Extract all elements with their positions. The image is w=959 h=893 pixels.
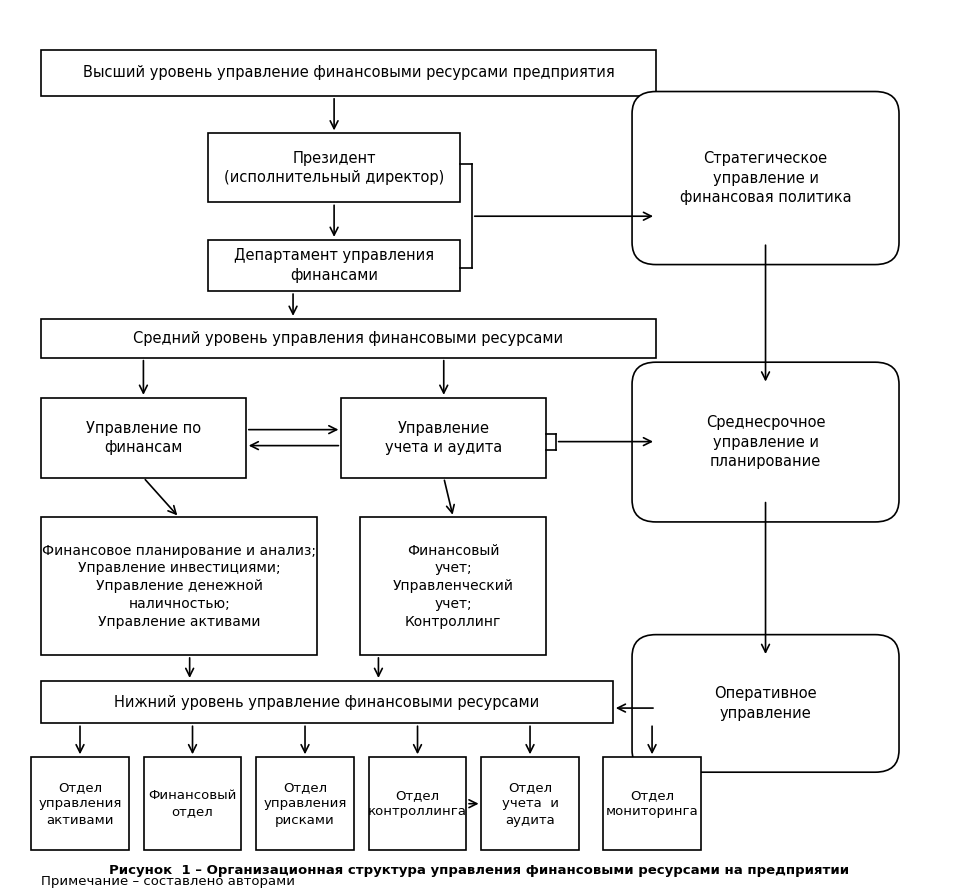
Text: Финансовое планирование и анализ;
Управление инвестициями;
Управление денежной
н: Финансовое планирование и анализ; Управл…: [42, 544, 316, 629]
Text: Нижний уровень управление финансовыми ресурсами: Нижний уровень управление финансовыми ре…: [114, 695, 540, 710]
Text: Высший уровень управление финансовыми ресурсами предприятия: Высший уровень управление финансовыми ре…: [82, 65, 615, 80]
Text: Отдел
мониторинга: Отдел мониторинга: [606, 789, 698, 819]
Text: Средний уровень управления финансовыми ресурсами: Средний уровень управления финансовыми р…: [133, 330, 564, 346]
FancyBboxPatch shape: [632, 635, 899, 772]
Text: Финансовый
отдел: Финансовый отдел: [149, 789, 237, 819]
FancyBboxPatch shape: [41, 680, 613, 723]
Text: Оперативное
управление: Оперативное управление: [714, 687, 817, 721]
FancyBboxPatch shape: [41, 50, 656, 96]
Text: Управление по
финансам: Управление по финансам: [86, 421, 201, 455]
FancyBboxPatch shape: [41, 319, 656, 358]
Text: Среднесрочное
управление и
планирование: Среднесрочное управление и планирование: [706, 415, 826, 469]
FancyBboxPatch shape: [144, 757, 241, 850]
FancyBboxPatch shape: [632, 91, 899, 264]
FancyBboxPatch shape: [481, 757, 578, 850]
Text: Президент
(исполнительный директор): Президент (исполнительный директор): [224, 151, 444, 185]
Text: Стратегическое
управление и
финансовая политика: Стратегическое управление и финансовая п…: [680, 151, 852, 204]
FancyBboxPatch shape: [256, 757, 354, 850]
Text: Отдел
управления
рисками: Отдел управления рисками: [264, 780, 347, 827]
FancyBboxPatch shape: [341, 397, 547, 478]
FancyBboxPatch shape: [32, 757, 129, 850]
Text: Отдел
учета  и
аудита: Отдел учета и аудита: [502, 780, 558, 827]
Text: Примечание – составлено авторами: Примечание – составлено авторами: [41, 875, 295, 888]
FancyBboxPatch shape: [208, 133, 460, 203]
FancyBboxPatch shape: [41, 397, 246, 478]
FancyBboxPatch shape: [208, 239, 460, 291]
Text: Финансовый
учет;
Управленческий
учет;
Контроллинг: Финансовый учет; Управленческий учет; Ко…: [393, 544, 514, 629]
FancyBboxPatch shape: [41, 518, 317, 655]
Text: Рисунок  1 – Организационная структура управления финансовыми ресурсами на предп: Рисунок 1 – Организационная структура уп…: [109, 864, 850, 877]
Text: Отдел
контроллинга: Отдел контроллинга: [368, 789, 467, 819]
FancyBboxPatch shape: [369, 757, 466, 850]
FancyBboxPatch shape: [603, 757, 701, 850]
FancyBboxPatch shape: [632, 363, 899, 522]
Text: Отдел
управления
активами: Отдел управления активами: [38, 780, 122, 827]
Text: Управление
учета и аудита: Управление учета и аудита: [386, 421, 503, 455]
FancyBboxPatch shape: [361, 518, 547, 655]
Text: Департамент управления
финансами: Департамент управления финансами: [234, 248, 434, 282]
